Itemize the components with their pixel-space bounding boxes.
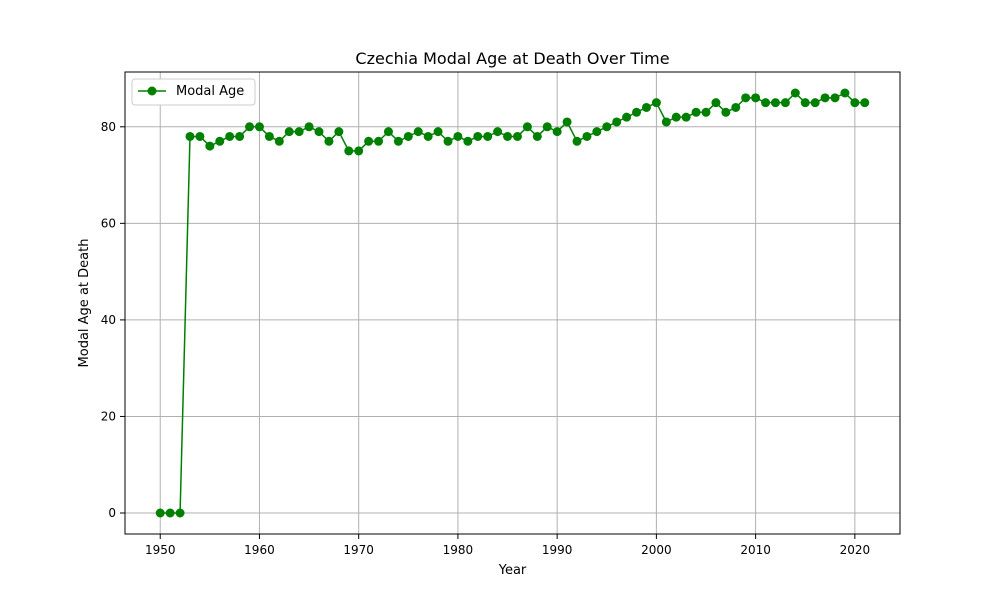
- data-point-2016: [810, 98, 820, 108]
- data-point-1972: [374, 136, 384, 146]
- data-point-2017: [820, 93, 830, 103]
- data-point-1984: [493, 127, 503, 137]
- plot-frame: [124, 71, 901, 535]
- data-point-1987: [522, 122, 532, 132]
- data-point-1958: [235, 131, 245, 141]
- data-point-1961: [264, 131, 274, 141]
- data-point-2018: [830, 93, 840, 103]
- data-point-1976: [413, 127, 423, 137]
- data-point-1982: [473, 131, 483, 141]
- data-point-1981: [463, 136, 473, 146]
- x-tick-label: 1970: [343, 543, 374, 557]
- data-point-1997: [622, 112, 632, 122]
- data-point-2009: [741, 93, 751, 103]
- data-point-1999: [641, 102, 651, 112]
- x-tick-label: 1990: [542, 543, 573, 557]
- chart-title: Czechia Modal Age at Death Over Time: [355, 49, 669, 68]
- x-tick-label: 1950: [145, 543, 176, 557]
- data-point-2012: [770, 98, 780, 108]
- legend-entry-modal-age: Modal Age: [176, 84, 244, 99]
- data-point-1995: [602, 122, 612, 132]
- data-point-1950: [155, 508, 165, 518]
- data-point-1986: [512, 131, 522, 141]
- data-point-1960: [254, 122, 264, 132]
- data-point-1959: [245, 122, 255, 132]
- x-tick-label: 1960: [244, 543, 275, 557]
- x-tick-label: 2020: [840, 543, 871, 557]
- data-point-2014: [790, 88, 800, 98]
- y-tick-label: 40: [101, 313, 116, 327]
- data-point-1953: [185, 131, 195, 141]
- data-point-1985: [503, 131, 513, 141]
- data-point-2013: [780, 98, 790, 108]
- data-point-2007: [721, 107, 731, 117]
- data-point-1980: [453, 131, 463, 141]
- data-point-1951: [165, 508, 175, 518]
- data-point-1956: [215, 136, 225, 146]
- data-point-1954: [195, 131, 205, 141]
- x-tick-label: 2010: [740, 543, 771, 557]
- data-point-1973: [383, 127, 393, 137]
- data-point-2020: [850, 98, 860, 108]
- data-point-1975: [403, 131, 413, 141]
- data-point-1977: [423, 131, 433, 141]
- data-point-1952: [175, 508, 185, 518]
- data-point-1993: [582, 131, 592, 141]
- data-point-2006: [711, 98, 721, 108]
- data-point-2003: [681, 112, 691, 122]
- data-point-1964: [294, 127, 304, 137]
- data-point-1979: [443, 136, 453, 146]
- x-tick-label: 2000: [641, 543, 672, 557]
- data-point-1962: [274, 136, 284, 146]
- y-axis-label: Modal Age at Death: [77, 239, 92, 368]
- data-point-2021: [860, 98, 870, 108]
- y-tick-label: 80: [101, 120, 116, 134]
- data-point-1963: [284, 127, 294, 137]
- x-tick-label: 1980: [443, 543, 474, 557]
- data-point-1974: [393, 136, 403, 146]
- data-point-1970: [354, 146, 364, 156]
- legend: Modal Age: [131, 78, 256, 106]
- y-tick-label: 60: [101, 216, 116, 230]
- data-point-1955: [205, 141, 215, 151]
- data-point-1966: [314, 127, 324, 137]
- data-point-1983: [483, 131, 493, 141]
- data-point-1978: [433, 127, 443, 137]
- data-point-1957: [225, 131, 235, 141]
- data-point-1996: [612, 117, 622, 127]
- data-point-2000: [651, 98, 661, 108]
- data-point-1991: [562, 117, 572, 127]
- x-axis-label: Year: [498, 563, 527, 578]
- data-point-1968: [334, 127, 344, 137]
- data-point-2019: [840, 88, 850, 98]
- data-point-2005: [701, 107, 711, 117]
- data-point-2001: [661, 117, 671, 127]
- legend-box: [131, 78, 256, 106]
- data-point-1994: [592, 127, 602, 137]
- data-point-1988: [532, 131, 542, 141]
- data-point-1967: [324, 136, 334, 146]
- data-point-1989: [542, 122, 552, 132]
- data-point-2011: [761, 98, 771, 108]
- data-point-1965: [304, 122, 314, 132]
- data-point-1990: [552, 127, 562, 137]
- data-point-2015: [800, 98, 810, 108]
- data-point-1971: [364, 136, 374, 146]
- legend-marker-icon: [147, 86, 157, 96]
- data-point-2008: [731, 102, 741, 112]
- tick-layer: 1950 1960 1970 1980 1990 2000 2010 2020 0 20 40 60 8…: [101, 120, 870, 557]
- data-point-2010: [751, 93, 761, 103]
- data-point-1998: [632, 107, 642, 117]
- y-tick-label: 20: [101, 409, 116, 423]
- data-point-1969: [344, 146, 354, 156]
- y-tick-label: 0: [108, 506, 116, 520]
- data-point-2002: [671, 112, 681, 122]
- data-point-1992: [572, 136, 582, 146]
- series-layer: [155, 88, 870, 518]
- data-point-2004: [691, 107, 701, 117]
